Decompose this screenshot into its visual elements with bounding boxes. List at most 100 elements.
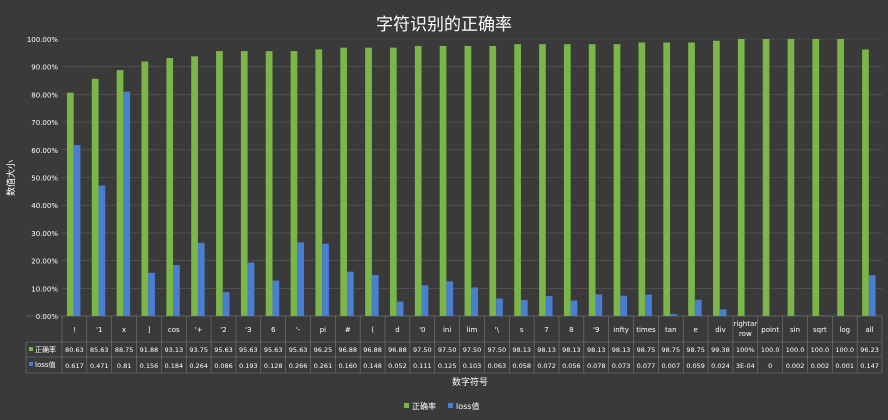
y-tick-label: 90.00%: [31, 64, 58, 72]
bar-accuracy: [141, 61, 149, 316]
x-tick-label: sqrt: [813, 326, 827, 334]
data-label-accuracy: 96.88: [388, 346, 407, 354]
legend-label-accuracy: 正确率: [412, 401, 436, 411]
x-tick-label: rightar: [734, 320, 758, 328]
data-label-loss: 0.078: [587, 362, 606, 370]
bar-accuracy: [737, 39, 745, 316]
data-label-loss: 0.125: [438, 362, 457, 370]
x-tick-label: cos: [168, 326, 180, 334]
data-label-accuracy: 100.0: [835, 346, 854, 354]
data-label-accuracy: 91.88: [140, 346, 159, 354]
data-label-loss: 0.617: [65, 362, 84, 370]
data-label-accuracy: 97.50: [463, 346, 482, 354]
bar-accuracy: [688, 42, 695, 317]
data-label-loss: 0.264: [189, 362, 208, 370]
data-label-loss: 0.063: [488, 362, 507, 370]
data-label-accuracy: 97.50: [438, 346, 457, 354]
data-label-accuracy: 98.13: [612, 346, 631, 354]
bar-accuracy: [539, 44, 546, 316]
bar-accuracy: [365, 47, 372, 317]
data-label-loss: 0.160: [338, 362, 357, 370]
x-tick-label: '-: [296, 326, 301, 334]
data-label-loss: 0.193: [239, 362, 258, 370]
bar-accuracy: [787, 39, 795, 316]
data-label-loss: 0.81: [117, 362, 131, 370]
data-label-accuracy: 80.63: [65, 346, 84, 354]
data-label-accuracy: 98.13: [562, 346, 581, 354]
x-tick-label: d: [395, 326, 399, 334]
bar-accuracy: [290, 51, 298, 317]
legend: 正确率 loss值: [404, 401, 479, 411]
x-tick-label: 6: [271, 326, 276, 334]
chart-title: 字符识别的正确率: [376, 15, 512, 35]
data-label-accuracy: 100.0: [761, 346, 780, 354]
bar-accuracy: [414, 45, 422, 317]
data-label-accuracy: 97.50: [488, 346, 507, 354]
data-label-accuracy: 96.88: [363, 346, 382, 354]
bar-accuracy: [563, 44, 571, 316]
x-tick-label: all: [865, 326, 873, 334]
x-axis-label: 数字符号: [452, 376, 488, 388]
bar-loss: [222, 292, 230, 316]
bar-accuracy: [464, 45, 472, 317]
bar-loss: [247, 262, 255, 316]
data-label-accuracy: 99.38: [711, 346, 730, 354]
data-label-loss: 0.266: [289, 362, 308, 370]
data-label-accuracy: 95.63: [239, 346, 258, 354]
x-tick-label: #: [345, 326, 351, 334]
data-label-accuracy: 96.23: [860, 346, 879, 354]
bar-loss: [496, 298, 503, 316]
data-label-loss: 0.072: [537, 362, 556, 370]
bar-accuracy: [862, 49, 869, 316]
legend-label-loss: loss值: [456, 401, 479, 411]
x-tick-label: times: [636, 326, 656, 334]
y-tick-label: 80.00%: [31, 91, 58, 99]
data-label-accuracy: 98.13: [512, 346, 531, 354]
bar-loss: [520, 299, 528, 316]
bar-loss: [471, 287, 478, 316]
bar-accuracy: [837, 39, 844, 316]
bar-loss: [347, 271, 354, 316]
x-tick-label: '\: [495, 326, 500, 334]
data-label-loss: 0.002: [786, 362, 805, 370]
bar-loss: [322, 243, 329, 316]
bar-accuracy: [166, 58, 174, 316]
bar-loss: [148, 272, 155, 316]
bar-accuracy: [66, 92, 74, 316]
x-tick-label: 8: [569, 326, 573, 334]
data-label-loss: 0.059: [686, 362, 705, 370]
data-label-loss: 0.111: [413, 362, 432, 370]
x-tick-label: infty: [613, 326, 629, 334]
bar-accuracy: [812, 39, 820, 316]
data-label-accuracy: 93.75: [189, 346, 208, 354]
data-label-loss: 0.184: [165, 362, 184, 370]
bar-accuracy: [489, 45, 497, 317]
x-tick-label: '2: [220, 326, 226, 334]
data-label-loss: 0.077: [637, 362, 656, 370]
x-tick-label: x: [122, 326, 126, 334]
table-series-swatch: [29, 362, 33, 366]
data-label-loss: 0.156: [140, 362, 159, 370]
bar-accuracy: [439, 45, 447, 317]
bar-loss: [670, 314, 677, 316]
y-tick-label: 50.00%: [31, 175, 58, 183]
data-label-accuracy: 96.88: [338, 346, 357, 354]
bar-accuracy: [191, 56, 198, 316]
bars: [66, 39, 876, 317]
x-tick-label: sin: [790, 326, 800, 334]
data-label-loss: 0.471: [90, 362, 109, 370]
data-label-accuracy: 98.13: [537, 346, 556, 354]
bar-loss: [297, 242, 305, 316]
x-tick-label: '9: [593, 326, 599, 334]
y-axis-label: 数值大小: [5, 160, 17, 196]
x-tick-label: div: [715, 326, 726, 334]
x-tick-label: ]: [148, 326, 151, 334]
x-tick-label: !: [73, 326, 76, 334]
data-label-accuracy: 95.63: [214, 346, 233, 354]
bar-loss: [620, 295, 628, 316]
data-label-accuracy: 100.0: [786, 346, 805, 354]
bar-loss: [272, 280, 280, 316]
bar-accuracy: [613, 44, 621, 316]
x-tick-label: log: [839, 326, 850, 334]
